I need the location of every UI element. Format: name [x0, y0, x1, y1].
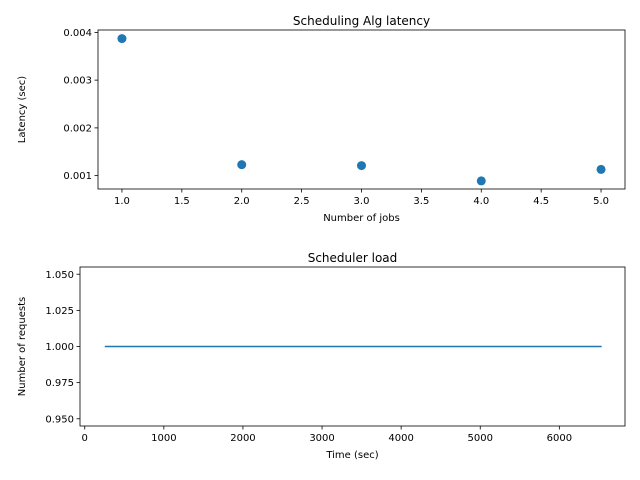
latency-chart: 1.0 1.5 2.0 2.5 3.0 3.5 4.0 4.5 5.0 0.001 0.002 0.0…	[17, 14, 626, 224]
latency-y-tick-label: 0.004	[63, 28, 92, 39]
latency-data-point	[596, 164, 606, 174]
latency-data-point	[476, 176, 486, 186]
latency-x-tick-label: 4.0	[473, 196, 489, 207]
load-chart-title: Scheduler load	[308, 251, 398, 265]
load-x-axis-label: Time (sec)	[325, 450, 378, 461]
load-x-tick-label: 3000	[309, 433, 334, 444]
latency-x-tick-label: 4.5	[533, 196, 549, 207]
load-y-axis-label: Number of requests	[17, 297, 28, 396]
latency-x-tick-label: 3.0	[354, 196, 370, 207]
load-y-tick-label: 1.025	[45, 306, 74, 317]
load-y-tick-label: 1.050	[45, 270, 74, 281]
latency-y-tick-label: 0.003	[63, 76, 92, 87]
load-y-tick-label: 1.000	[45, 342, 74, 353]
latency-data-point	[357, 161, 366, 171]
load-x-tick-label: 5000	[468, 433, 493, 444]
load-x-tick-label: 1000	[151, 433, 176, 444]
latency-x-axis-label: Number of jobs	[323, 213, 400, 224]
latency-chart-title: Scheduling Alg latency	[293, 14, 430, 28]
latency-data-point	[117, 34, 127, 44]
latency-x-tick-label: 2.0	[234, 196, 250, 207]
load-x-tick-label: 0	[82, 433, 88, 444]
latency-x-tick-label: 5.0	[593, 196, 609, 207]
load-y-tick-label: 0.950	[45, 414, 74, 425]
latency-x-tick-label: 2.5	[294, 196, 310, 207]
load-chart: 0 1000 2000 3000 4000 5000 6000 0.950 0.975 1.000…	[17, 251, 626, 461]
latency-y-tick-label: 0.002	[63, 123, 92, 134]
load-x-tick-label: 6000	[547, 433, 572, 444]
load-x-tick-label: 4000	[388, 433, 413, 444]
load-y-tick-label: 0.975	[45, 378, 74, 389]
latency-y-tick-label: 0.001	[63, 171, 92, 182]
latency-x-tick-label: 3.5	[413, 196, 429, 207]
latency-data-point	[237, 160, 247, 170]
load-x-tick-label: 2000	[230, 433, 255, 444]
latency-x-tick-label: 1.5	[174, 196, 190, 207]
latency-x-tick-label: 1.0	[114, 196, 130, 207]
latency-y-axis-label: Latency (sec)	[17, 76, 28, 143]
